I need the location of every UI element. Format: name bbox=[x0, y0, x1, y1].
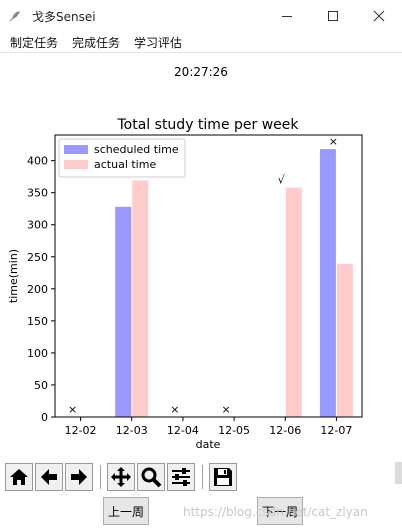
legend-swatch-scheduled bbox=[64, 145, 88, 154]
y-tick-label: 400 bbox=[27, 155, 48, 168]
save-icon bbox=[214, 468, 232, 486]
back-button[interactable] bbox=[35, 463, 63, 491]
y-axis-label: time(min) bbox=[7, 249, 20, 303]
toolbar-separator bbox=[100, 465, 101, 489]
chart-bars bbox=[115, 149, 353, 417]
y-tick-label: 50 bbox=[34, 379, 48, 392]
bar-annotations: × × × √ × bbox=[68, 135, 338, 416]
x-tick-label: 12-02 bbox=[65, 424, 97, 437]
legend-label-actual: actual time bbox=[94, 158, 156, 171]
bar-annotation-12-06: √ bbox=[278, 174, 286, 187]
pan-icon bbox=[111, 467, 131, 487]
forward-button[interactable] bbox=[65, 463, 93, 491]
x-tick-label: 12-07 bbox=[320, 424, 352, 437]
zoom-icon bbox=[141, 467, 162, 488]
back-arrow-icon bbox=[41, 469, 57, 485]
menu-bar: 制定任务 完成任务 学习评估 bbox=[0, 31, 402, 53]
pan-button[interactable] bbox=[107, 463, 135, 491]
clock-display: 20:27:26 bbox=[174, 65, 228, 79]
home-button[interactable] bbox=[5, 463, 33, 491]
configure-subplots-button[interactable] bbox=[167, 463, 195, 491]
forward-arrow-icon bbox=[71, 469, 87, 485]
close-button[interactable] bbox=[356, 0, 402, 31]
y-tick-label: 0 bbox=[41, 411, 48, 424]
y-tick-label: 150 bbox=[27, 315, 48, 328]
title-bar: 戈多Sensei bbox=[0, 0, 402, 31]
x-tick-label: 12-06 bbox=[269, 424, 301, 437]
bar-scheduled-12-03 bbox=[115, 206, 132, 417]
menu-item-study-evaluation[interactable]: 学习评估 bbox=[134, 36, 183, 50]
bar-annotation-12-04: × bbox=[170, 403, 179, 416]
zoom-button[interactable] bbox=[137, 463, 165, 491]
y-tick-label: 300 bbox=[27, 219, 48, 232]
minimize-icon bbox=[282, 15, 292, 17]
chart-legend: scheduled time actual time bbox=[58, 138, 186, 178]
feather-icon bbox=[8, 8, 22, 22]
chart-title: Total study time per week bbox=[117, 117, 300, 133]
bar-annotation-12-02: × bbox=[68, 403, 77, 416]
minimize-button[interactable] bbox=[264, 0, 310, 31]
configure-subplots-icon bbox=[172, 468, 190, 486]
y-tick-label: 200 bbox=[27, 283, 48, 296]
bar-actual-12-03 bbox=[132, 180, 149, 417]
maximize-icon bbox=[328, 10, 338, 21]
scrollbar-thumb[interactable] bbox=[395, 462, 402, 484]
bar-annotation-12-07: × bbox=[329, 135, 338, 148]
x-tick-label: 12-05 bbox=[218, 424, 250, 437]
previous-week-button[interactable]: 上一周 bbox=[103, 497, 149, 525]
bar-actual-12-06 bbox=[285, 187, 302, 417]
maximize-button[interactable] bbox=[310, 0, 356, 31]
bar-actual-12-07 bbox=[336, 263, 353, 417]
x-tick-label: 12-03 bbox=[116, 424, 148, 437]
y-axis-ticks: 0 50 100 150 200 250 300 350 400 bbox=[27, 155, 55, 424]
legend-swatch-actual bbox=[64, 160, 88, 169]
x-axis-label: date bbox=[196, 438, 221, 451]
toolbar-separator bbox=[202, 465, 203, 489]
window-title: 戈多Sensei bbox=[32, 10, 96, 24]
bar-scheduled-12-07 bbox=[319, 149, 336, 417]
menu-item-complete-task[interactable]: 完成任务 bbox=[72, 36, 121, 50]
x-axis-ticks: 12-02 12-03 12-04 12-05 12-06 12-07 bbox=[65, 417, 352, 437]
close-icon bbox=[373, 10, 385, 21]
x-tick-label: 12-04 bbox=[167, 424, 199, 437]
save-button[interactable] bbox=[209, 463, 237, 491]
watermark-text: https://blog.csdn.net/cat_zlyan bbox=[183, 505, 368, 519]
y-tick-label: 100 bbox=[27, 347, 48, 360]
y-tick-label: 250 bbox=[27, 251, 48, 264]
plot-toolbar bbox=[5, 463, 365, 491]
home-icon bbox=[10, 469, 28, 485]
next-week-button[interactable]: 下一周 bbox=[257, 497, 303, 525]
y-tick-label: 350 bbox=[27, 187, 48, 200]
legend-label-scheduled: scheduled time bbox=[94, 143, 179, 156]
axes-frame bbox=[54, 134, 363, 418]
study-time-chart: 0 50 100 150 200 250 300 350 400 12-02 12-03 12-04… bbox=[7, 117, 363, 451]
menu-item-plan-task[interactable]: 制定任务 bbox=[10, 36, 59, 50]
bar-annotation-12-05: × bbox=[221, 403, 230, 416]
legend-box bbox=[58, 138, 186, 178]
